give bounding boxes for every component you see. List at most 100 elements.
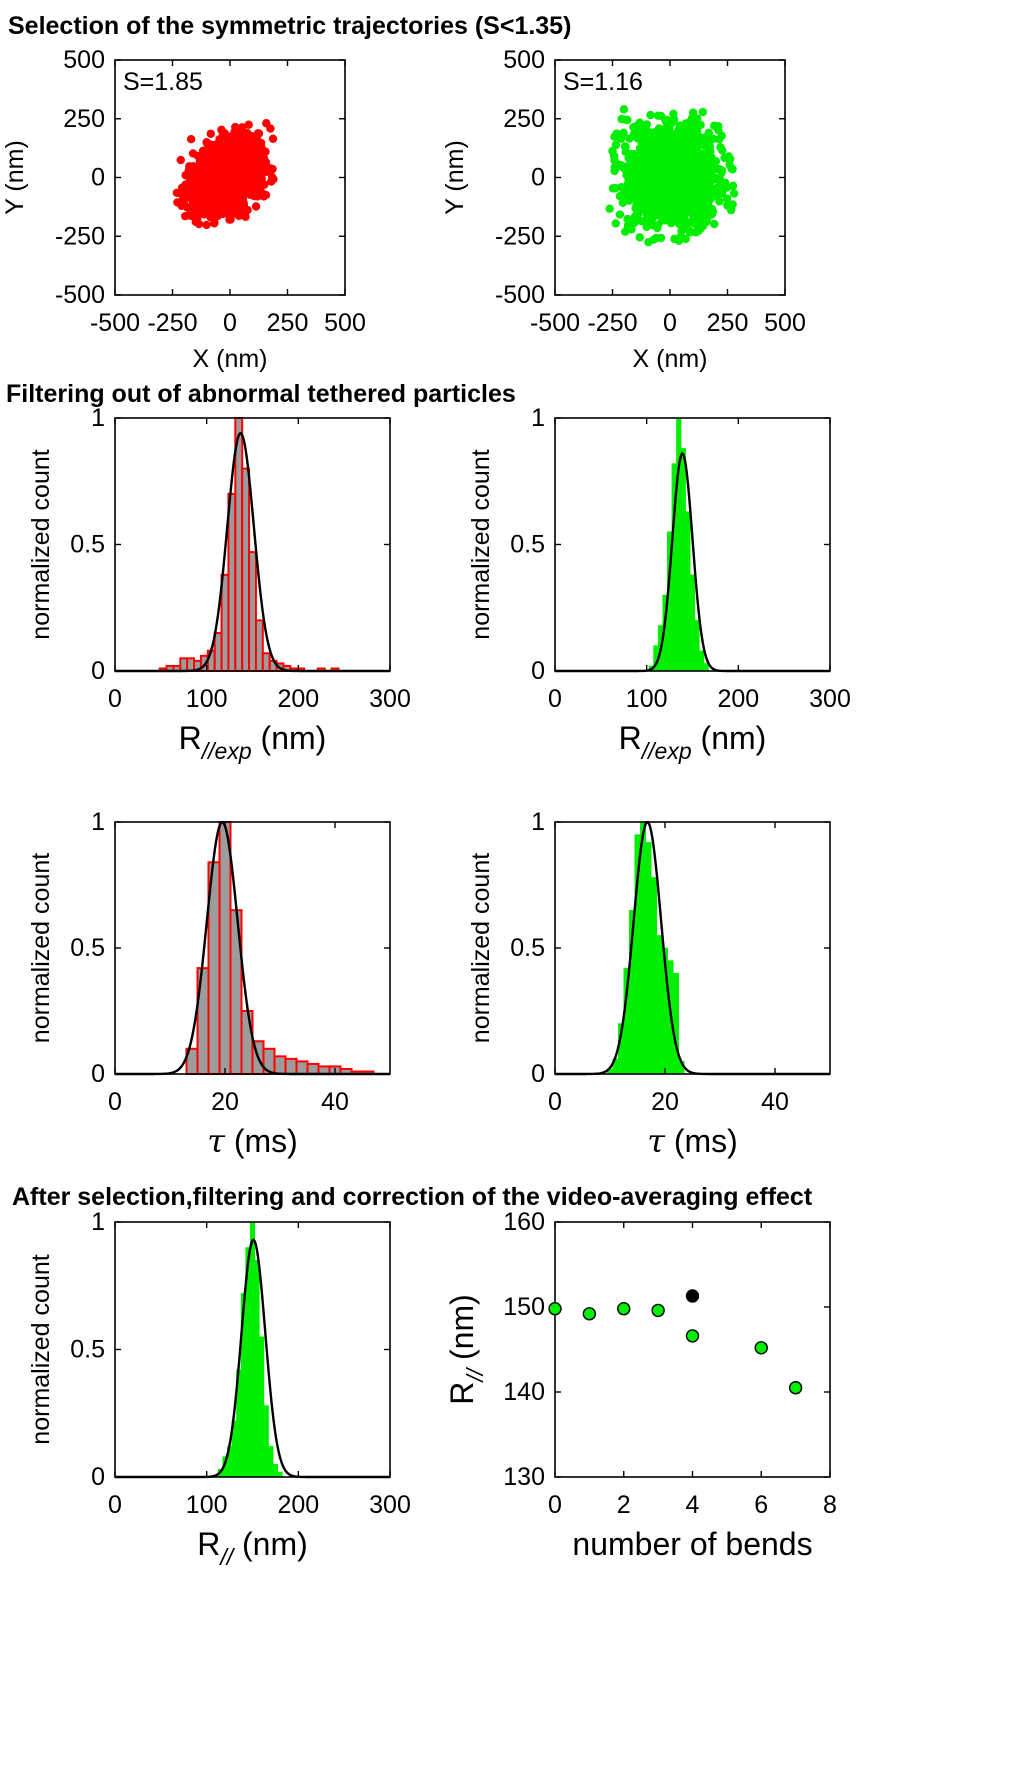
data-point <box>226 175 236 184</box>
data-point <box>192 214 202 223</box>
y-axis-label: normalized count <box>27 1254 55 1444</box>
data-point <box>647 177 657 186</box>
data-point <box>662 191 672 201</box>
data-point <box>241 212 250 221</box>
data-point <box>622 170 631 180</box>
data-point <box>178 190 187 200</box>
y-axis-label: normalized count <box>467 449 495 639</box>
data-point <box>697 159 706 168</box>
chart-hist_tau_red: 0 20 40 0 0.5 1 τ (ms) normalized count <box>27 808 391 1160</box>
data-point <box>670 234 679 244</box>
x-tick-label: 0 <box>108 685 122 713</box>
data-point <box>672 164 682 173</box>
histogram-bar <box>306 1062 320 1076</box>
x-tick-label: 0 <box>548 685 562 713</box>
y-tick-label: -500 <box>495 281 545 309</box>
chart-hist_r_green: 0 100 200 300 0 0.5 1 R//exp (nm) normalized cou… <box>467 404 851 764</box>
data-point <box>184 190 194 200</box>
histogram-bar <box>218 821 232 1075</box>
data-point <box>623 221 633 230</box>
data-point <box>651 1303 665 1318</box>
y-axis-label: Y (nm) <box>1 140 29 215</box>
data-point <box>548 1301 562 1316</box>
data-point <box>202 188 211 197</box>
histogram-bar <box>186 657 196 672</box>
data-point <box>173 198 182 207</box>
y-tick-label: -250 <box>495 222 545 250</box>
data-point <box>678 210 688 219</box>
histogram-bar <box>220 573 230 672</box>
data-point <box>712 183 722 193</box>
data-point <box>620 142 630 151</box>
data-point <box>710 219 719 229</box>
x-tick-label: 300 <box>809 685 851 713</box>
data-point <box>650 131 659 141</box>
gaussian-fit-line <box>555 820 830 1076</box>
x-tick-label: -500 <box>530 309 580 337</box>
data-point <box>640 202 650 211</box>
data-point <box>702 178 712 188</box>
histogram-bar <box>273 1055 287 1075</box>
data-point <box>194 205 203 215</box>
chart-hist_r_red: 0 100 200 300 0 0.5 1 R//exp (nm) normalized cou… <box>27 404 411 764</box>
data-point <box>226 215 235 224</box>
y-tick-label: 0 <box>91 1060 105 1088</box>
data-point <box>643 192 653 201</box>
s-annotation: S=1.85 <box>123 68 203 96</box>
histogram-bar <box>268 1446 274 1478</box>
data-point <box>605 204 614 213</box>
data-point <box>617 1301 631 1316</box>
data-point <box>709 121 719 131</box>
x-tick-label: -500 <box>90 309 140 337</box>
data-point <box>669 171 679 181</box>
data-point <box>257 174 266 183</box>
y-tick-label: 0 <box>531 164 545 192</box>
data-point <box>697 133 706 142</box>
histogram-bar <box>261 652 271 672</box>
histogram-bar <box>680 448 686 672</box>
data-point <box>608 146 617 156</box>
y-tick-label: 250 <box>63 105 105 133</box>
data-point <box>261 190 271 200</box>
data-point <box>224 182 234 191</box>
data-point <box>715 164 724 174</box>
data-point <box>220 157 230 166</box>
chart-hist_tau_green: 0 20 40 0 0.5 1 τ (ms) normalized count <box>467 808 831 1160</box>
y-axis-label: R// (nm) <box>444 1294 488 1405</box>
y-tick-label: 0.5 <box>70 934 105 962</box>
data-point <box>268 134 278 144</box>
y-tick-label: 160 <box>503 1208 545 1236</box>
plot-frame <box>554 1221 831 1478</box>
histogram-bar <box>213 632 223 672</box>
data-point <box>644 237 653 247</box>
data-point <box>249 160 258 170</box>
data-point <box>611 219 620 228</box>
data-point <box>653 223 662 233</box>
data-point <box>234 167 243 176</box>
data-point <box>675 121 685 130</box>
histogram-bar <box>263 1405 269 1478</box>
data-point <box>718 146 727 155</box>
data-point <box>689 192 699 201</box>
data-point <box>608 184 618 193</box>
y-tick-label: 250 <box>503 105 545 133</box>
s-annotation: S=1.16 <box>563 68 643 96</box>
data-point <box>646 110 655 120</box>
x-tick-label: 20 <box>651 1088 679 1116</box>
data-point <box>655 204 664 213</box>
data-point <box>647 207 657 216</box>
histogram-bar <box>685 511 691 672</box>
data-point <box>639 160 649 169</box>
x-tick-label: 0 <box>108 1491 122 1519</box>
data-point <box>256 151 266 160</box>
histogram-bar <box>254 1260 260 1478</box>
x-tick-label: 0 <box>548 1491 562 1519</box>
data-point <box>648 159 658 168</box>
data-point <box>704 128 713 137</box>
x-tick-label: 20 <box>211 1088 239 1116</box>
data-point <box>709 172 718 182</box>
x-tick-label: 0 <box>663 309 677 337</box>
y-axis-label: normalized count <box>27 853 55 1043</box>
data-point <box>728 181 738 191</box>
